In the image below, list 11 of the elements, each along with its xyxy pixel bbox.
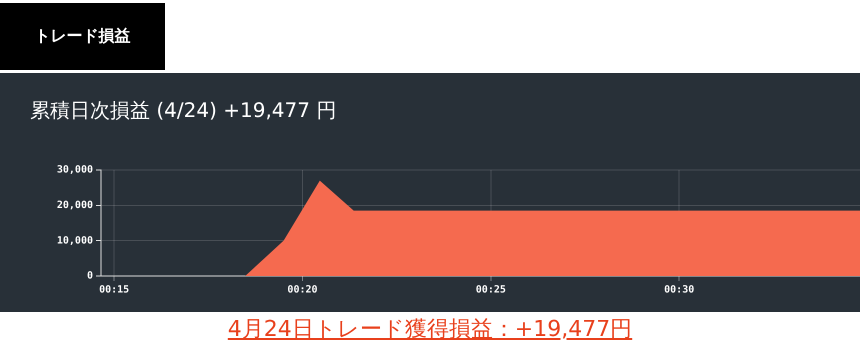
y-tick-label: 0: [86, 270, 93, 282]
x-tick-label: 00:15: [99, 284, 130, 296]
y-tick-label: 10,000: [56, 235, 93, 246]
x-tick-label: 00:20: [287, 284, 318, 296]
y-tick-label: 30,000: [56, 164, 93, 176]
text: 4月24日トレード獲得損益：+19,477円: [226, 316, 634, 344]
chart-title: 累積日次損益 (4/24) +19,477 円: [30, 97, 336, 124]
y-tick-label: 20,000: [56, 200, 93, 211]
x-tick-label: 00:30: [664, 284, 694, 296]
text: トレード損益: [0, 3, 165, 70]
x-tick-label: 00:25: [476, 284, 506, 296]
